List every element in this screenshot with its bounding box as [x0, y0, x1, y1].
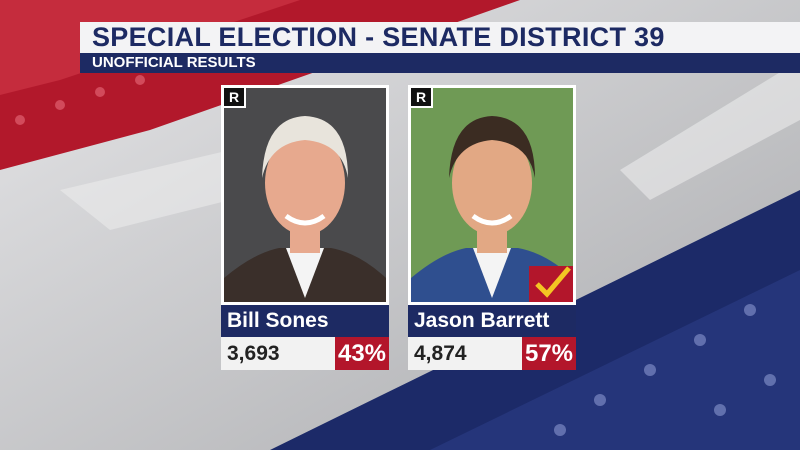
candidate-card: R Bill Sones 3,693 43% [221, 85, 389, 370]
subtitle: UNOFFICIAL RESULTS [80, 53, 800, 73]
candidate-photo: R [221, 85, 389, 305]
vote-count: 4,874 [414, 342, 467, 365]
candidate-photo: R [408, 85, 576, 305]
candidate-card: R Jason Barrett 4,874 57% [408, 85, 576, 370]
result-row: 4,874 57% [408, 337, 576, 370]
vote-percent: 43% [335, 337, 389, 370]
winner-check [529, 266, 573, 302]
result-row: 3,693 43% [221, 337, 389, 370]
vote-count: 3,693 [227, 342, 280, 365]
title: SPECIAL ELECTION - SENATE DISTRICT 39 [80, 22, 800, 53]
portrait [224, 88, 386, 302]
portrait [411, 88, 573, 302]
party-badge: R [224, 88, 246, 108]
party-badge: R [411, 88, 433, 108]
candidate-name: Bill Sones [221, 305, 389, 337]
candidate-name: Jason Barrett [408, 305, 576, 337]
vote-percent: 57% [522, 337, 576, 370]
